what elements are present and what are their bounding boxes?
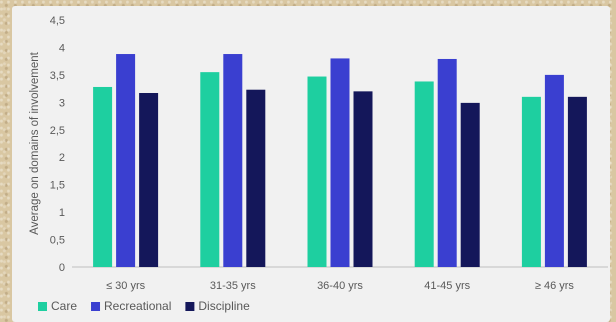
y-tick-label: 4 (59, 42, 65, 54)
bar-care-3 (414, 81, 434, 267)
y-tick-label: 2 (59, 152, 65, 164)
legend-label-discipline: Discipline (198, 299, 250, 313)
x-tick-label: 36-40 yrs (317, 280, 363, 292)
y-tick-label: 4,5 (50, 15, 65, 27)
legend-swatch-recreational (91, 302, 101, 311)
bar-care-4 (521, 96, 541, 267)
legend-swatch-discipline (185, 302, 195, 311)
bar-care-0 (93, 86, 113, 267)
y-tick-label: 0 (59, 262, 65, 274)
bar-discipline-2 (353, 91, 373, 267)
y-tick-label: 3,5 (50, 70, 65, 82)
legend-label-recreational: Recreational (104, 299, 171, 313)
x-tick-label: 31-35 yrs (210, 280, 256, 292)
y-tick-label: 1,5 (50, 180, 65, 192)
y-tick-label: 1 (59, 207, 65, 219)
bar-discipline-4 (567, 96, 587, 267)
legend-label-care: Care (51, 299, 77, 313)
bar-recreational-2 (330, 58, 350, 267)
bar-recreational-1 (223, 54, 243, 267)
bar-discipline-1 (246, 89, 266, 267)
legend-swatch-care (38, 302, 47, 311)
bar-discipline-0 (139, 93, 159, 267)
x-tick-label: ≥ 46 yrs (535, 280, 575, 292)
bar-recreational-3 (437, 58, 457, 267)
bar-recreational-4 (544, 74, 564, 267)
y-tick-label: 0,5 (50, 235, 65, 247)
bar-discipline-3 (460, 102, 480, 267)
y-tick-label: 3 (59, 97, 65, 109)
bar-care-2 (307, 76, 327, 267)
y-axis-label: Average on domains of involvement (29, 51, 41, 234)
x-tick-label: ≤ 30 yrs (106, 280, 146, 292)
y-tick-label: 2,5 (50, 125, 65, 137)
bar-care-1 (200, 72, 220, 268)
bar-recreational-0 (116, 54, 136, 267)
x-tick-label: 41-45 yrs (424, 280, 470, 292)
